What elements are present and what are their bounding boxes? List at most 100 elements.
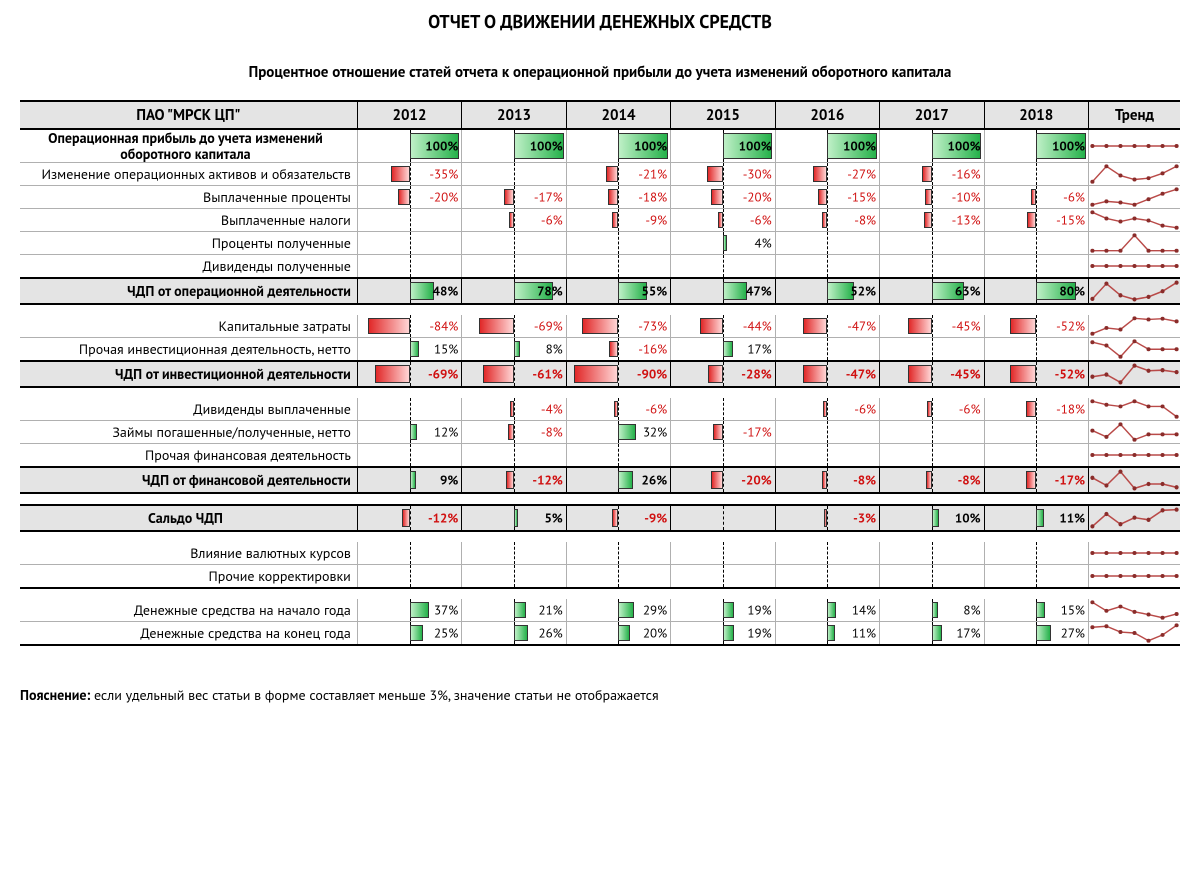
trend-cell [1089,163,1181,186]
year-header: 2014 [566,101,670,129]
year-header: 2017 [880,101,984,129]
value-cell: -15% [775,186,879,209]
value-cell: -6% [671,209,775,232]
value-cell [775,421,879,444]
value-cell [462,255,566,279]
footnote-text: если удельный вес статьи в форме составл… [90,686,658,704]
total-row: ЧДП от инвестиционной деятельности-69%-6… [20,361,1180,387]
value-cell: 10% [880,505,984,531]
value-cell: -30% [671,163,775,186]
trend-cell [1089,186,1181,209]
row-label: Прочая финансовая деятельность [20,444,357,468]
table-row: Дивиденды полученные [20,255,1180,279]
trend-cell [1089,599,1181,622]
total-label: ЧДП от инвестиционной деятельности [20,361,357,387]
value-cell: -6% [462,209,566,232]
table-row: Выплаченные налоги-6%-9%-6%-8%-13%-15% [20,209,1180,232]
value-cell [880,565,984,589]
value-cell: -8% [775,209,879,232]
value-cell: -90% [566,361,670,387]
trend-cell [1089,421,1181,444]
trend-cell [1089,278,1181,304]
value-cell: 100% [984,129,1088,163]
value-cell: 48% [357,278,461,304]
table-row: Прочая инвестиционная деятельность, нетт… [20,338,1180,362]
table-row: Денежные средства на конец года25%26%20%… [20,622,1180,646]
total-row: ЧДП от финансовой деятельности9%-12%26%-… [20,467,1180,493]
value-cell: 37% [357,599,461,622]
row-label: Прочая инвестиционная деятельность, нетт… [20,338,357,362]
row-label: Операционная прибыль до учета изменений … [20,129,357,163]
year-header: 2018 [984,101,1088,129]
value-cell [880,232,984,255]
value-cell [880,542,984,565]
value-cell [880,255,984,279]
trend-cell [1089,542,1181,565]
value-cell: -13% [880,209,984,232]
row-label: Влияние валютных курсов [20,542,357,565]
value-cell: -28% [671,361,775,387]
year-header: 2012 [357,101,461,129]
value-cell: 100% [880,129,984,163]
value-cell: 100% [775,129,879,163]
footnote: Пояснение: если удельный вес статьи в фо… [20,686,1180,704]
total-row: Сальдо ЧДП-12%5%-9%-3%10%11% [20,505,1180,531]
value-cell [984,444,1088,468]
value-cell [671,542,775,565]
value-cell: -18% [984,398,1088,421]
value-cell: 32% [566,421,670,444]
value-cell: 52% [775,278,879,304]
value-cell [775,338,879,362]
value-cell: 17% [671,338,775,362]
year-header: 2013 [462,101,566,129]
value-cell [984,565,1088,589]
value-cell [880,338,984,362]
value-cell: -9% [566,209,670,232]
value-cell: -47% [775,315,879,338]
company-header: ПАО "МРСК ЦП" [20,101,357,129]
row-label: Изменение операционных активов и обязате… [20,163,357,186]
trend-cell [1089,232,1181,255]
value-cell: 26% [566,467,670,493]
table-row: Дивиденды выплаченные-4%-6%-6%-6%-18% [20,398,1180,421]
value-cell: -45% [880,361,984,387]
trend-cell [1089,467,1181,493]
value-cell: 27% [984,622,1088,646]
value-cell: 8% [880,599,984,622]
value-cell: 100% [671,129,775,163]
value-cell [357,209,461,232]
value-cell [984,542,1088,565]
table-row: Изменение операционных активов и обязате… [20,163,1180,186]
table-row: Прочая финансовая деятельность [20,444,1180,468]
value-cell [566,444,670,468]
value-cell [984,338,1088,362]
value-cell: -73% [566,315,670,338]
year-header: 2015 [671,101,775,129]
value-cell: 19% [671,599,775,622]
value-cell [671,255,775,279]
trend-cell [1089,505,1181,531]
row-label: Займы погашенные/полученные, нетто [20,421,357,444]
value-cell: -44% [671,315,775,338]
value-cell [984,232,1088,255]
table-row: Проценты полученные 4% [20,232,1180,255]
value-cell [357,444,461,468]
value-cell: -21% [566,163,670,186]
value-cell: 100% [357,129,461,163]
value-cell: 15% [984,599,1088,622]
value-cell: 12% [357,421,461,444]
value-cell: 100% [462,129,566,163]
value-cell [357,255,461,279]
value-cell: -10% [880,186,984,209]
value-cell: 11% [775,622,879,646]
page-subtitle: Процентное отношение статей отчета к опе… [20,63,1180,82]
value-cell [880,444,984,468]
value-cell: 80% [984,278,1088,304]
value-cell: 4% [671,232,775,255]
table-row: Денежные средства на начало года37%21%29… [20,599,1180,622]
trend-header: Тренд [1089,101,1181,129]
row-label: Проценты полученные [20,232,357,255]
value-cell: 8% [462,338,566,362]
trend-cell [1089,398,1181,421]
value-cell [566,255,670,279]
